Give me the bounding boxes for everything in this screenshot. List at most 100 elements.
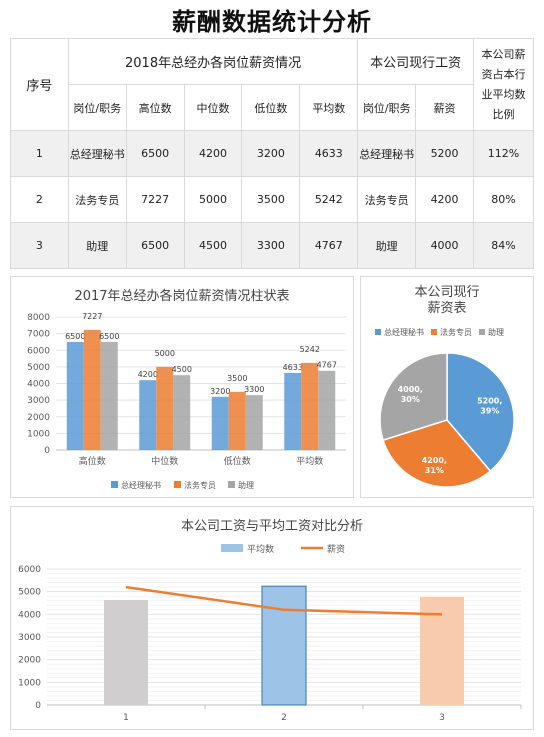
header-index: 序号 xyxy=(10,38,69,131)
bar-助理-低位数 xyxy=(245,395,263,450)
page-title: 薪酬数据统计分析 xyxy=(172,8,372,36)
cell: 1 xyxy=(10,130,69,177)
bar-法务专员-低位数 xyxy=(228,391,246,450)
combo-chart: 0 1000 2000 3000 4000 5000 6000 1 2 3 平均数 薪资 xyxy=(18,543,522,723)
legend-label: 总经理秘书 xyxy=(384,327,424,337)
x-tick-label: 低位数 xyxy=(224,455,251,467)
pie-slice-助理 xyxy=(379,352,448,442)
legend-swatch xyxy=(221,544,243,552)
x-tick-label: 3 xyxy=(439,713,445,723)
data-label: 7227 xyxy=(82,312,102,321)
data-label: 3200 xyxy=(210,387,230,396)
y-tick-label: 1000 xyxy=(27,429,50,439)
salary-table: 序号 2018年总经办各岗位薪资情况 本公司现行工资 本公司薪资占本行业平均数比… xyxy=(10,38,534,269)
pie-slice-总经理秘书 xyxy=(446,352,515,473)
y-tick-label: 3000 xyxy=(18,633,41,643)
subheader-company-position: 岗位/职务 xyxy=(357,84,417,131)
y-tick-label: 7000 xyxy=(27,330,50,340)
cell: 助理 xyxy=(357,222,417,269)
slice-label: 31% xyxy=(425,466,444,475)
y-tick-label: 3000 xyxy=(27,396,50,406)
cell: 法务专员 xyxy=(67,176,127,223)
cell: 总经理秘书 xyxy=(67,130,127,177)
combo-chart-title: 本公司工资与平均工资对比分析 xyxy=(180,519,363,534)
slice-label: 4000, xyxy=(398,385,423,394)
bar-chart-title: 2017年总经办各岗位薪资情况柱状表 xyxy=(74,289,290,304)
data-label: 5000 xyxy=(155,349,175,358)
slice-label: 5200, xyxy=(477,396,502,405)
legend-swatch xyxy=(174,481,181,488)
bar-平均数-1 xyxy=(104,599,148,705)
subheader-mid: 中位数 xyxy=(183,84,243,131)
subheader-high: 高位数 xyxy=(125,84,185,131)
legend-label: 总经理秘书 xyxy=(121,480,161,490)
pie-chart-panel: 本公司现行薪资表 总经理秘书 法务专员 助理 5200, 39% 4200, 31% 4000… xyxy=(360,276,534,498)
cell: 总经理秘书 xyxy=(357,130,417,177)
cell: 5200 xyxy=(415,130,475,177)
cell: 3 xyxy=(10,222,69,269)
data-label: 4200 xyxy=(138,370,158,379)
cell: 5000 xyxy=(183,176,243,223)
cell: 80% xyxy=(473,176,534,223)
y-tick-label: 0 xyxy=(44,446,50,456)
data-label: 3500 xyxy=(227,374,247,383)
data-label: 4767 xyxy=(317,361,337,370)
cell: 法务专员 xyxy=(357,176,417,223)
bar-总经理秘书-高位数 xyxy=(66,341,84,450)
bar-法务专员-高位数 xyxy=(83,329,101,450)
x-tick-label: 中位数 xyxy=(151,455,178,467)
legend-label: 助理 xyxy=(488,327,504,337)
legend-swatch xyxy=(479,329,485,335)
legend-swatch xyxy=(228,481,235,488)
header-ratio: 本公司薪资占本行业平均数比例 xyxy=(473,38,534,131)
y-tick-label: 6000 xyxy=(27,346,50,356)
slice-label: 30% xyxy=(401,395,420,404)
pie-chart: 总经理秘书 法务专员 助理 5200,39% 4200,31% 4000,30% xyxy=(375,327,515,488)
bar-法务专员-平均数 xyxy=(301,362,319,450)
cell: 4633 xyxy=(299,130,359,177)
bar-chart: 0 1000 2000 3000 4000 5000 6000 7000 8000 6500 722… xyxy=(27,312,346,490)
data-label: 4633 xyxy=(283,363,303,372)
cell: 4200 xyxy=(415,176,475,223)
x-tick-label: 平均数 xyxy=(296,455,323,467)
header-company-group: 本公司现行工资 xyxy=(357,38,475,85)
data-label: 6500 xyxy=(65,332,85,341)
pie-chart-title: 本公司现行薪资表 xyxy=(414,285,480,316)
bar-助理-中位数 xyxy=(173,375,191,450)
cell: 112% xyxy=(473,130,534,177)
slice-label: 4200, xyxy=(422,456,447,465)
x-tick-label: 高位数 xyxy=(79,455,106,467)
cell: 3200 xyxy=(241,130,301,177)
cell: 4500 xyxy=(183,222,243,269)
data-label: 4500 xyxy=(172,365,192,374)
cell: 5242 xyxy=(299,176,359,223)
y-tick-label: 0 xyxy=(35,701,41,711)
y-tick-label: 4000 xyxy=(18,610,41,620)
x-tick-label: 1 xyxy=(123,713,129,723)
legend-label: 法务专员 xyxy=(184,480,216,490)
legend-swatch xyxy=(111,481,118,488)
y-tick-label: 2000 xyxy=(18,656,41,666)
combo-chart-panel: 本公司工资与平均工资对比分析 0 1000 2000 3000 4000 5000 6000… xyxy=(10,506,534,730)
data-label: 6500 xyxy=(99,332,119,341)
legend-label: 助理 xyxy=(238,480,254,490)
cell: 6500 xyxy=(125,222,185,269)
cell: 4200 xyxy=(183,130,243,177)
cell: 7227 xyxy=(125,176,185,223)
y-tick-label: 8000 xyxy=(27,313,50,323)
bar-法务专员-中位数 xyxy=(156,366,174,450)
table-row: 3 助理 6500 4500 3300 4767 助理 4000 84% xyxy=(10,222,534,269)
subheader-position: 岗位/职务 xyxy=(67,84,127,131)
table-row: 2 法务专员 7227 5000 3500 5242 法务专员 4200 80% xyxy=(10,176,534,223)
x-tick-label: 2 xyxy=(281,713,287,723)
slice-label: 39% xyxy=(480,406,499,415)
legend-label: 薪资 xyxy=(327,543,345,555)
subheader-salary: 薪资 xyxy=(415,84,475,131)
table-row: 1 总经理秘书 6500 4200 3200 4633 总经理秘书 5200 1… xyxy=(10,130,534,177)
y-tick-label: 4000 xyxy=(27,380,50,390)
cell: 84% xyxy=(473,222,534,269)
legend-label: 法务专员 xyxy=(440,327,472,337)
y-tick-label: 5000 xyxy=(27,363,50,373)
header-industry-group: 2018年总经办各岗位薪资情况 xyxy=(67,38,359,85)
cell: 6500 xyxy=(125,130,185,177)
